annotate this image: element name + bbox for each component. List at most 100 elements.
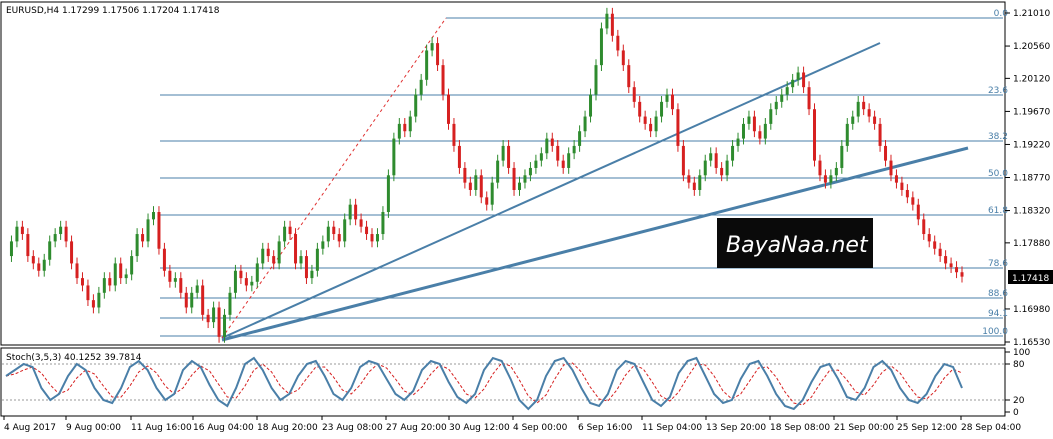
candle-body <box>605 13 609 29</box>
candle-body <box>348 204 352 220</box>
candle-body <box>288 226 292 235</box>
candle-body <box>26 234 30 257</box>
candle-body <box>556 145 560 161</box>
time-tick-label: 6 Sep 16:00 <box>578 423 633 433</box>
main-panel-frame <box>0 1 1006 346</box>
candle-body <box>457 145 461 168</box>
candle-body <box>802 72 806 88</box>
price-tick-label: 1.19220 <box>1013 140 1050 150</box>
candle-body <box>365 226 369 235</box>
candle-body <box>179 278 183 293</box>
candle-body <box>589 94 593 117</box>
candle-body <box>518 182 522 190</box>
candle-body <box>807 87 811 110</box>
candle-body <box>141 234 145 242</box>
candle-body <box>834 167 838 176</box>
candle-body <box>927 234 931 242</box>
trend-line-upper[interactable] <box>221 42 881 339</box>
candle-body <box>201 285 205 315</box>
candle-body <box>244 278 248 286</box>
candle-body <box>419 79 423 95</box>
candle-body <box>823 175 827 183</box>
candle-body <box>791 79 795 88</box>
candle-body <box>53 234 57 242</box>
price-tick-label: 1.18770 <box>1013 174 1050 184</box>
candle-body <box>665 94 669 102</box>
candle-body <box>375 234 379 242</box>
candle-body <box>851 116 855 124</box>
candle-body <box>534 160 538 168</box>
candle-body <box>692 182 696 190</box>
fib-level-label: 38.2 <box>988 132 1008 142</box>
stoch-axis: 100 80 20 0 <box>1005 348 1030 418</box>
candle-body <box>212 307 216 323</box>
candle-body <box>741 123 745 139</box>
stoch-label: Stoch(3,5,3) 40.1252 39.7814 <box>6 353 142 363</box>
price-axis: 1.21010 1.20560 1.20120 1.19670 1.19220 1.187… <box>1005 9 1050 348</box>
candle-body <box>479 175 483 198</box>
candle-body <box>507 145 511 168</box>
candle-body <box>933 241 937 249</box>
candle-body <box>813 109 817 161</box>
candle-body <box>911 197 915 205</box>
fib-anchor-line[interactable] <box>221 17 447 339</box>
candle-body <box>747 116 751 124</box>
candle-body <box>818 160 822 176</box>
candle-body <box>583 116 587 132</box>
stoch-main-line <box>5 356 963 411</box>
price-tick-label: 1.20560 <box>1013 42 1050 52</box>
candle-body <box>397 123 401 139</box>
svg-text:BayaNaa.net: BayaNaa.net <box>726 233 869 258</box>
candle-body <box>840 145 844 168</box>
candle-body <box>59 226 63 235</box>
candle-body <box>206 314 210 323</box>
candle-body <box>75 263 79 279</box>
time-tick-label: 27 Aug 20:00 <box>386 423 447 433</box>
candle-body <box>616 35 620 51</box>
price-tick-label: 1.17880 <box>1013 239 1050 249</box>
candle-body <box>452 123 456 146</box>
candle-body <box>758 131 762 139</box>
trend-line-lower[interactable] <box>221 146 969 342</box>
candle-body <box>687 175 691 183</box>
candle-body <box>86 285 90 301</box>
candle-body <box>643 116 647 124</box>
candle-body <box>485 197 489 205</box>
candle-body <box>501 145 505 161</box>
candle-body <box>102 278 106 293</box>
trend-lines[interactable] <box>221 17 969 342</box>
candle-body <box>261 248 265 264</box>
candle-body <box>146 219 150 242</box>
candle-body <box>64 226 68 242</box>
time-tick-label: 16 Aug 04:00 <box>193 423 254 433</box>
symbol-header: EURUSD,H4 1.17299 1.17506 1.17204 1.1741… <box>6 6 220 16</box>
candle-body <box>239 270 243 279</box>
candle-body <box>266 248 270 257</box>
candle-body <box>190 292 194 308</box>
candle-body <box>332 226 336 235</box>
fib-level-label: 61.8 <box>988 206 1008 216</box>
candle-body <box>370 234 374 242</box>
candle-body <box>354 204 358 220</box>
candle-body <box>884 145 888 161</box>
candle-body <box>321 241 325 249</box>
candle-body <box>255 263 259 282</box>
candle-body <box>769 109 773 124</box>
time-tick-label: 4 Aug 2017 <box>4 423 56 433</box>
fib-level-label: 88.6 <box>988 289 1008 299</box>
candle-body <box>496 160 500 183</box>
candle-body <box>446 94 450 124</box>
current-price-label: 1.17418 <box>1012 274 1049 284</box>
stoch-lines <box>2 356 1004 411</box>
candle-body <box>594 65 598 95</box>
candle-body <box>20 226 24 235</box>
candle-body <box>48 241 52 260</box>
candle-body <box>878 123 882 146</box>
candle-body <box>938 248 942 257</box>
candle-body <box>124 274 128 279</box>
time-tick-label: 18 Sep 08:00 <box>770 423 830 433</box>
candle-body <box>550 138 554 146</box>
candle-body <box>9 241 13 257</box>
candle-body <box>654 116 658 132</box>
